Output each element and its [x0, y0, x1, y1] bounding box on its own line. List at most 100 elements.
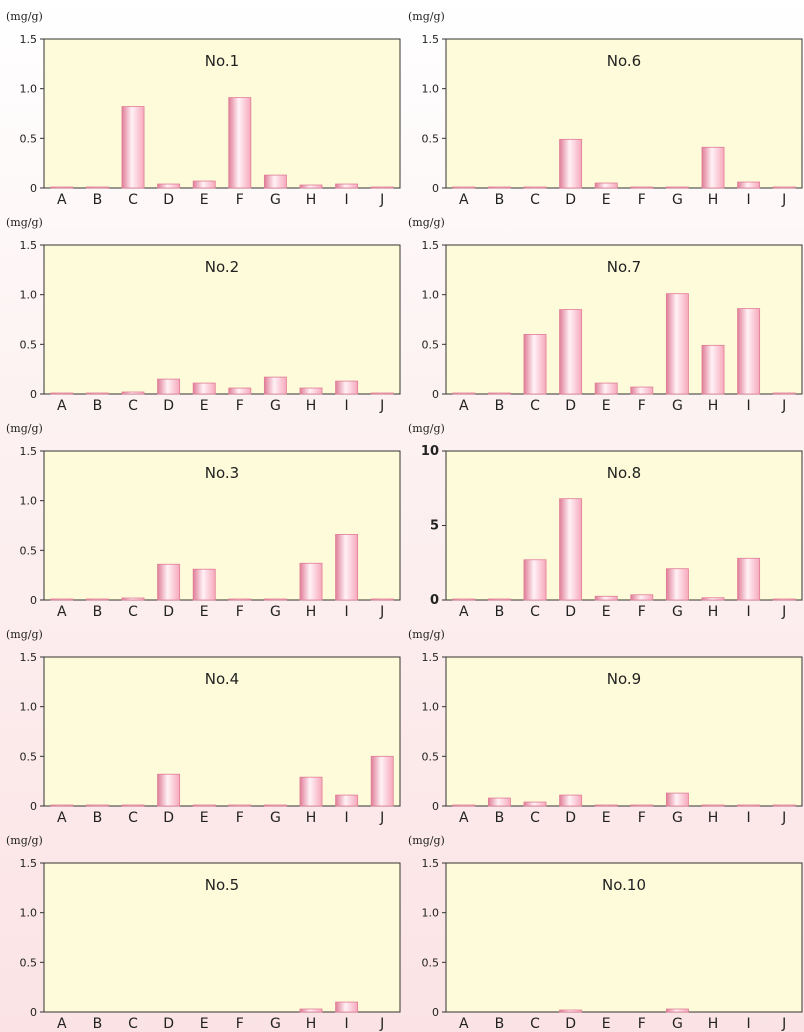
x-tick-label: E	[200, 810, 209, 826]
y-unit-label: (mg/g)	[408, 628, 445, 641]
x-tick-label: F	[236, 192, 244, 208]
bar-B	[487, 598, 511, 601]
chart-panel-7: (mg/g) 0 0.5 1.0 1.5 No.4 A B C D E F G H I J	[6, 628, 401, 826]
bar-E	[192, 804, 216, 807]
chart-panel-5: (mg/g) 0 0.5 1.0 1.5 No.3 A B C D E F G H I J	[6, 422, 401, 620]
x-tick-label: C	[128, 192, 138, 208]
x-tick-label: D	[565, 192, 576, 208]
bar-B	[85, 804, 109, 807]
bar-D	[559, 309, 583, 395]
x-tick-label: H	[708, 1016, 719, 1032]
x-tick-label: J	[781, 398, 786, 414]
y-tick-label: 1.0	[422, 701, 440, 714]
x-tick-label: A	[459, 810, 469, 826]
y-tick-label: 0	[432, 388, 439, 401]
bar-E	[594, 382, 618, 395]
bar-A	[452, 804, 476, 807]
x-tick-label: F	[638, 398, 646, 414]
y-tick-label: 0.5	[20, 750, 38, 763]
x-tick-label: C	[530, 398, 540, 414]
plot-area	[43, 656, 401, 807]
x-tick-label: G	[672, 1016, 683, 1032]
y-tick-label: 0.5	[20, 544, 38, 557]
chart-title: No.6	[607, 52, 641, 70]
bar-A	[50, 598, 74, 601]
bar-J	[772, 598, 796, 601]
x-tick-label: F	[638, 810, 646, 826]
y-tick-label: 0	[432, 182, 439, 195]
x-tick-label: G	[270, 398, 281, 414]
bar-F	[630, 804, 654, 807]
y-tick-label: 0	[30, 388, 37, 401]
bar-J	[370, 755, 394, 807]
bar-G	[665, 792, 689, 807]
x-tick-label: D	[163, 398, 174, 414]
x-tick-label: A	[57, 192, 67, 208]
y-tick-label: 0	[30, 1006, 37, 1019]
bar-B	[85, 186, 109, 189]
x-tick-label: B	[495, 192, 505, 208]
x-tick-label: C	[128, 810, 138, 826]
bar-H	[299, 184, 323, 189]
x-tick-label: B	[93, 1016, 103, 1032]
bar-D	[559, 1009, 583, 1013]
x-tick-label: I	[345, 810, 349, 826]
bar-I	[335, 183, 359, 189]
y-tick-label: 1.5	[20, 857, 38, 870]
bar-H	[701, 344, 725, 395]
x-tick-label: A	[57, 398, 67, 414]
y-tick-label: 0	[432, 1006, 439, 1019]
x-tick-label: A	[57, 604, 67, 620]
bar-B	[85, 392, 109, 395]
x-tick-label: E	[200, 192, 209, 208]
bar-C	[121, 804, 145, 807]
bar-F	[228, 804, 252, 807]
bar-J	[772, 392, 796, 395]
x-tick-label: D	[565, 604, 576, 620]
bar-B	[487, 392, 511, 395]
chart-title: No.10	[602, 876, 646, 894]
bar-D	[559, 498, 583, 601]
y-tick-label: 1.0	[20, 907, 38, 920]
x-tick-label: I	[345, 192, 349, 208]
bar-A	[50, 804, 74, 807]
plot-area	[445, 862, 803, 1013]
x-tick-label: I	[747, 604, 751, 620]
x-tick-label: A	[459, 398, 469, 414]
x-tick-label: F	[638, 192, 646, 208]
chart-panel-8: (mg/g) 0 0.5 1.0 1.5 No.9 A B C D E F G H I J	[408, 628, 803, 826]
x-tick-label: E	[602, 192, 611, 208]
x-tick-label: F	[638, 604, 646, 620]
x-tick-label: I	[747, 398, 751, 414]
x-tick-label: B	[495, 810, 505, 826]
y-tick-label: 0.5	[422, 956, 440, 969]
bar-I	[335, 1001, 359, 1013]
x-tick-label: J	[379, 398, 384, 414]
x-tick-label: H	[708, 604, 719, 620]
bar-E	[192, 382, 216, 395]
y-unit-label: (mg/g)	[408, 422, 445, 435]
x-tick-label: G	[672, 398, 683, 414]
y-tick-label: 1.5	[422, 857, 440, 870]
bar-F	[228, 387, 252, 395]
plot-area	[43, 244, 401, 395]
bar-I	[737, 181, 761, 189]
chart-panel-9: (mg/g) 0 0.5 1.0 1.5 No.5 A B C D E F G H I J	[6, 834, 401, 1032]
plot-area	[445, 656, 803, 807]
y-unit-label: (mg/g)	[6, 834, 43, 847]
x-tick-label: B	[93, 398, 103, 414]
x-tick-label: H	[708, 192, 719, 208]
x-tick-label: G	[672, 192, 683, 208]
plot-area	[43, 862, 401, 1013]
y-tick-label: 0.5	[20, 338, 38, 351]
chart-title: No.8	[607, 464, 641, 482]
y-tick-label: 1.5	[20, 239, 38, 252]
x-tick-label: F	[638, 1016, 646, 1032]
bar-F	[630, 186, 654, 189]
bar-F	[630, 594, 654, 601]
y-tick-label: 0	[30, 594, 37, 607]
bar-D	[157, 773, 181, 807]
bar-J	[370, 392, 394, 395]
bar-E	[594, 182, 618, 189]
y-unit-label: (mg/g)	[6, 628, 43, 641]
